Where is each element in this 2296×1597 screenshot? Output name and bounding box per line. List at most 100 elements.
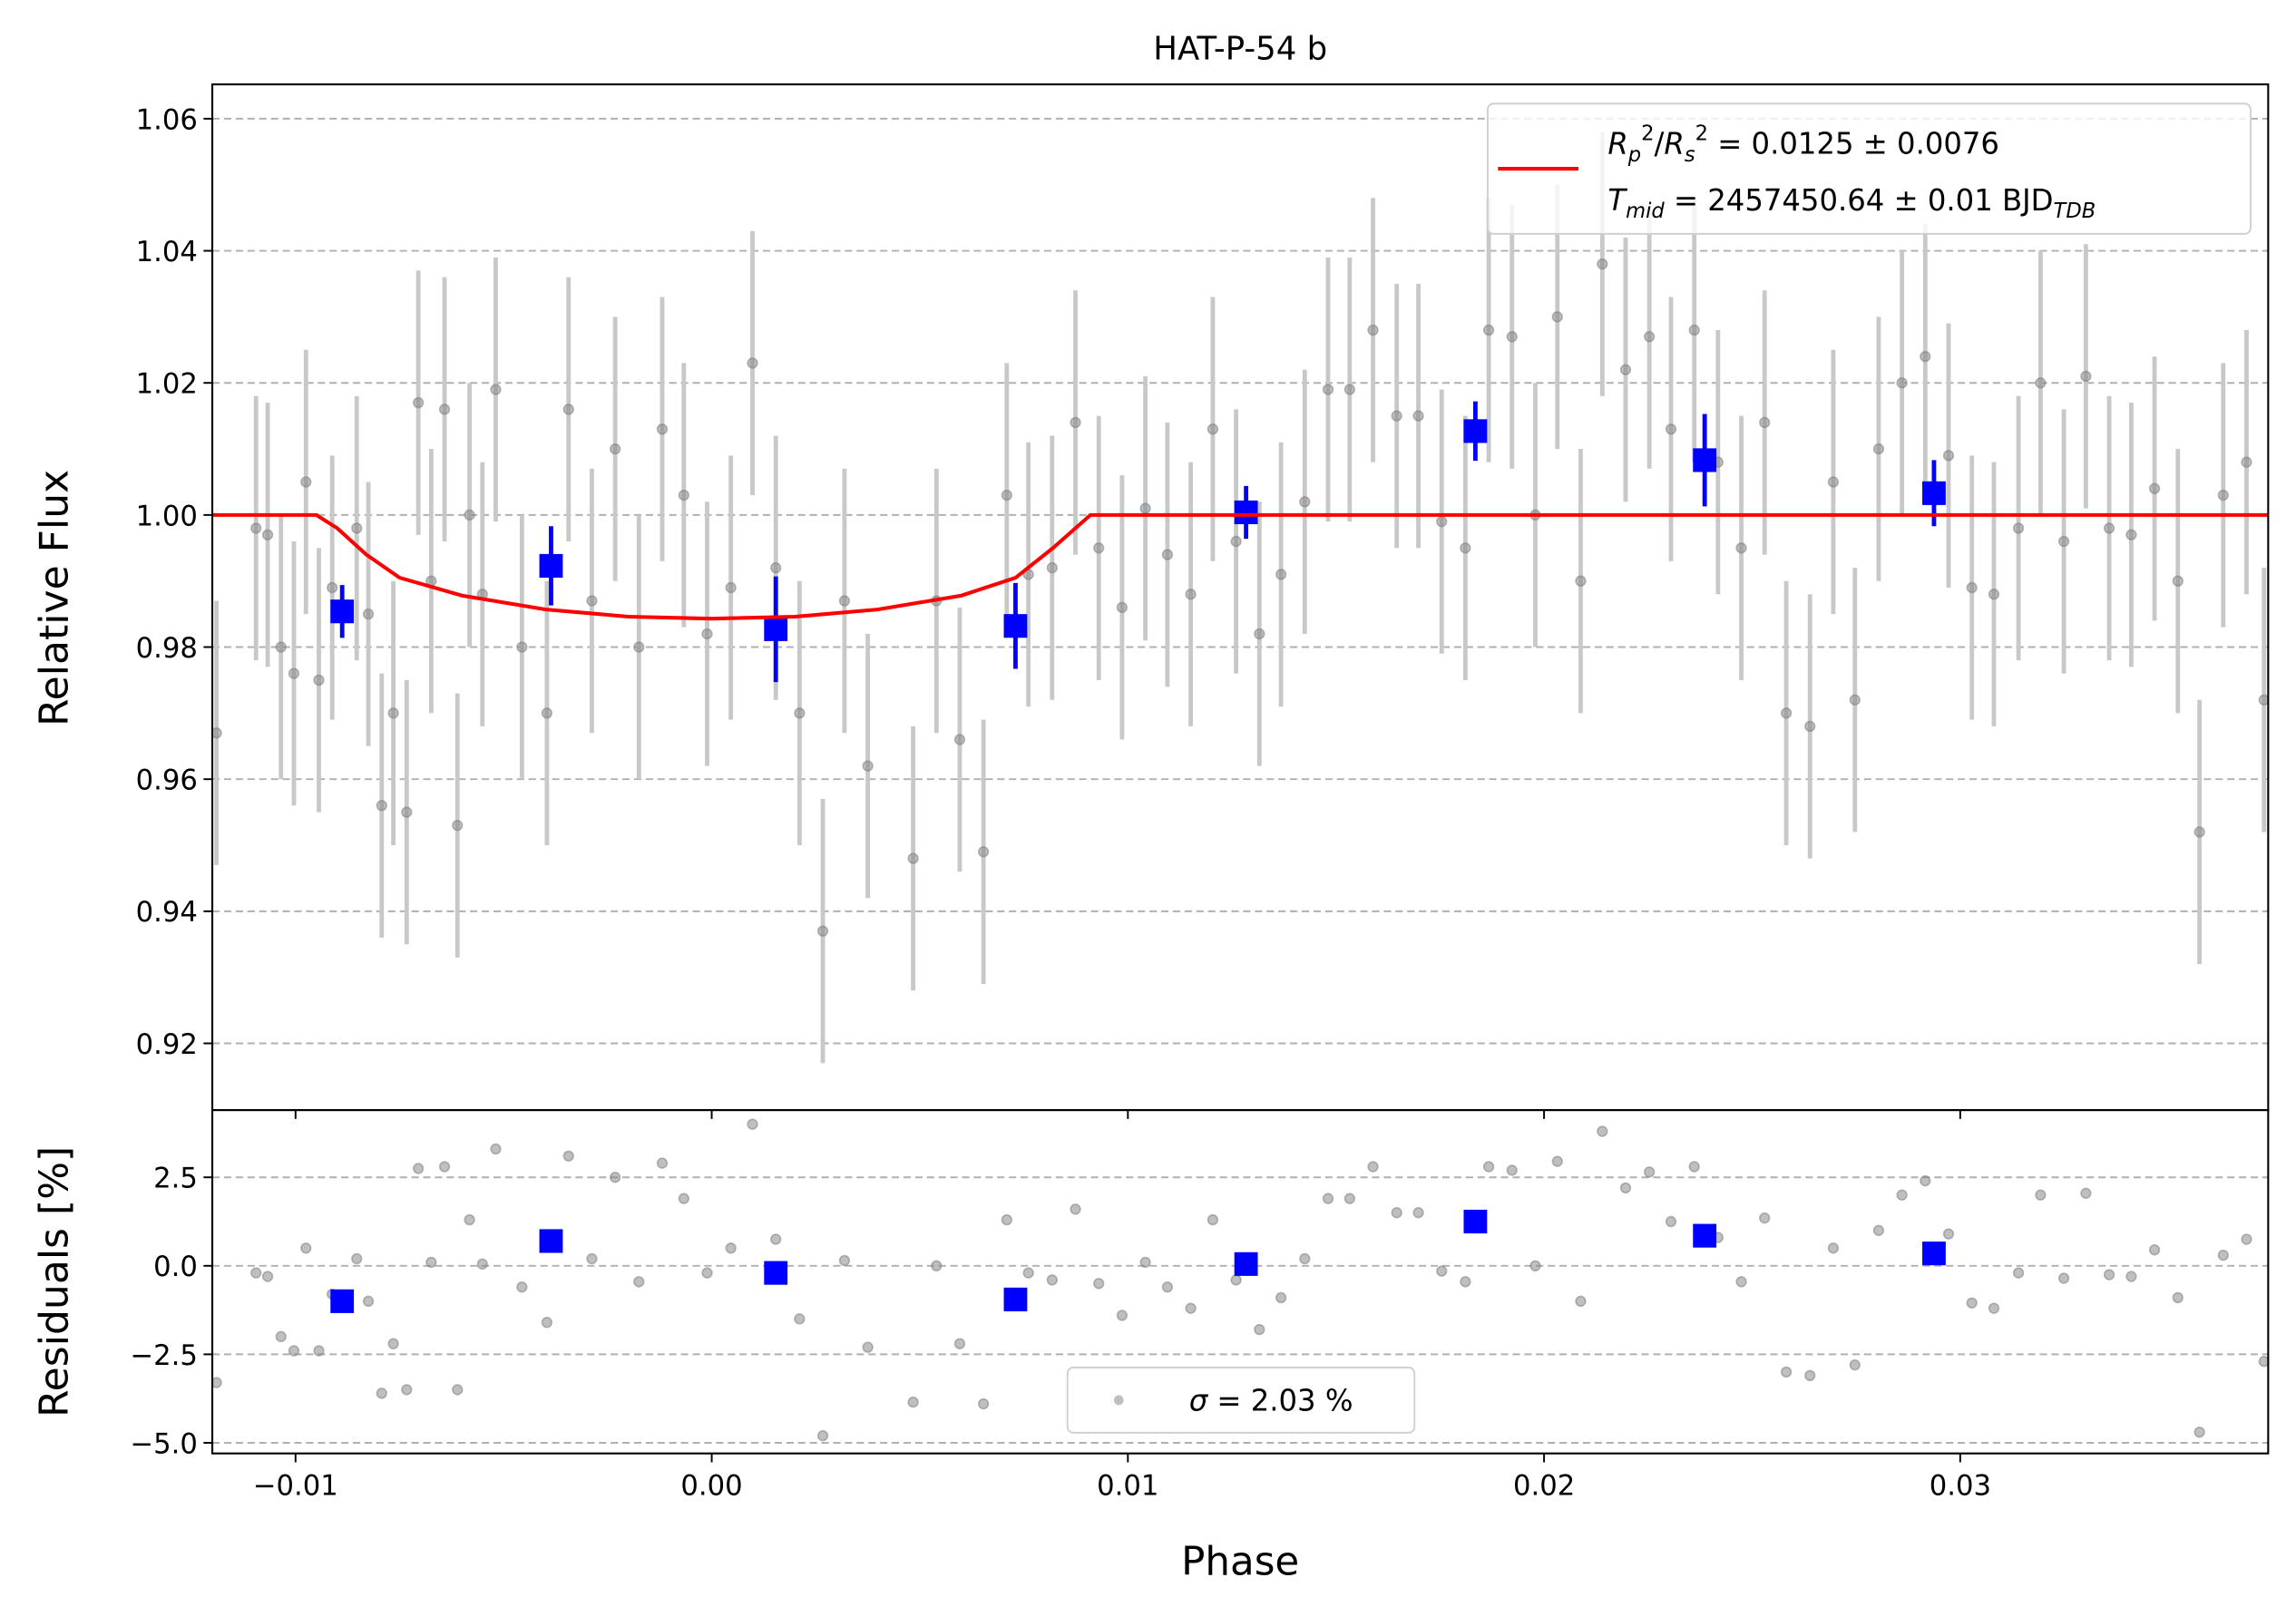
- data-point: [2148, 482, 2161, 494]
- legend-text-part: T: [1607, 183, 1627, 218]
- binned-point: [1003, 614, 1028, 638]
- legend-label: Tmid = 2457450.64 ± 0.01 BJDTDB: [1607, 183, 2096, 223]
- data-point: [438, 1161, 451, 1173]
- data-point: [2148, 1244, 2161, 1256]
- data-point: [1644, 1166, 1656, 1178]
- data-point: [464, 509, 475, 521]
- data-point: [1185, 589, 1197, 600]
- data-point: [816, 1429, 829, 1442]
- legend-text-part: s: [1685, 143, 1695, 167]
- legend-text-part: 2: [1641, 122, 1654, 146]
- data-point: [261, 529, 274, 540]
- data-point: [1506, 331, 1518, 343]
- data-point: [862, 1341, 874, 1353]
- data-point: [1619, 1182, 1632, 1194]
- data-point: [387, 707, 399, 719]
- data-point: [1139, 502, 1151, 514]
- legend-label: Rp2/Rs2 = 0.0125 ± 0.0076: [1607, 122, 1999, 167]
- data-point: [1759, 1212, 1771, 1224]
- data-point: [1436, 515, 1448, 528]
- binned-point: [1003, 1287, 1028, 1311]
- x-tick-label: 0.02: [1513, 1469, 1575, 1502]
- data-point: [701, 1267, 713, 1279]
- data-point: [452, 819, 464, 832]
- data-point: [1275, 569, 1287, 580]
- data-point: [1460, 1276, 1471, 1288]
- binned-point: [330, 1289, 355, 1313]
- legend-text-part: 2: [1695, 122, 1708, 146]
- data-point: [1299, 1252, 1311, 1265]
- data-point: [725, 1242, 737, 1254]
- y-tick-label: 0.92: [136, 1028, 198, 1061]
- data-point: [1001, 489, 1012, 501]
- data-point: [2125, 1271, 2137, 1282]
- y-axis-label: Residuals [%]: [31, 1146, 77, 1417]
- legend-box: [1066, 1367, 1416, 1434]
- data-point: [250, 522, 262, 534]
- data-point: [1759, 416, 1771, 429]
- data-point: [1391, 1207, 1402, 1219]
- data-point: [490, 1143, 502, 1155]
- data-point: [438, 404, 451, 415]
- binned-point: [764, 1261, 788, 1285]
- data-point: [1575, 575, 1587, 587]
- data-point: [678, 1193, 689, 1204]
- data-point: [1254, 1323, 1265, 1336]
- data-point: [586, 595, 598, 607]
- legend-text-part: = 2457450.64 ± 0.01 BJD: [1665, 183, 2054, 218]
- plot-area: [212, 1118, 2269, 1442]
- data-point: [1046, 1274, 1058, 1286]
- data-point: [862, 760, 874, 772]
- data-point: [413, 1163, 425, 1174]
- data-point: [609, 443, 621, 455]
- data-point: [1093, 542, 1105, 554]
- data-point: [1230, 1274, 1242, 1286]
- data-point: [362, 608, 375, 620]
- data-point: [2080, 370, 2092, 383]
- data-point: [1688, 324, 1700, 336]
- y-axis-label: Relative Flux: [31, 470, 77, 726]
- data-point: [2103, 522, 2115, 534]
- data-point: [1665, 423, 1677, 435]
- binned-point: [1693, 448, 1717, 472]
- legend-text-part: /: [1655, 127, 1665, 161]
- legend-text-part: p: [1627, 143, 1641, 167]
- data-point: [1942, 1228, 1955, 1240]
- data-point: [1070, 416, 1081, 429]
- data-point: [656, 1157, 669, 1169]
- legend-marker: [1113, 1395, 1124, 1406]
- data-point: [288, 667, 300, 679]
- data-point: [633, 641, 645, 653]
- data-point: [1230, 535, 1242, 548]
- data-point: [633, 1276, 645, 1288]
- data-point: [1872, 1224, 1885, 1236]
- binned-point: [1463, 1209, 1488, 1234]
- y-tick-label: −5.0: [130, 1427, 197, 1460]
- model-line: [212, 512, 2269, 621]
- legend-label: σ = 2.03 %: [1189, 1383, 1353, 1417]
- y-tick-label: 0.98: [136, 632, 198, 665]
- data-point: [838, 595, 851, 607]
- data-point: [2193, 1427, 2205, 1438]
- data-point: [2241, 1233, 2252, 1245]
- legend-text-part: R: [1607, 127, 1627, 161]
- data-point: [2035, 1189, 2047, 1201]
- data-point: [275, 1330, 287, 1343]
- data-point: [1804, 1369, 1816, 1382]
- data-point: [747, 1118, 758, 1130]
- data-point: [476, 1258, 488, 1271]
- data-point: [1001, 1213, 1012, 1226]
- data-point: [1093, 1278, 1105, 1290]
- data-point: [376, 1388, 387, 1399]
- data-point: [1460, 542, 1471, 554]
- data-point: [1597, 258, 1608, 270]
- data-point: [678, 489, 689, 501]
- data-point: [1139, 1256, 1151, 1269]
- data-point: [1070, 1203, 1081, 1215]
- data-point: [516, 1281, 528, 1293]
- binned-point: [1234, 500, 1258, 525]
- data-point: [1185, 1302, 1197, 1314]
- binned-point: [1922, 1242, 1946, 1266]
- data-point: [701, 628, 713, 640]
